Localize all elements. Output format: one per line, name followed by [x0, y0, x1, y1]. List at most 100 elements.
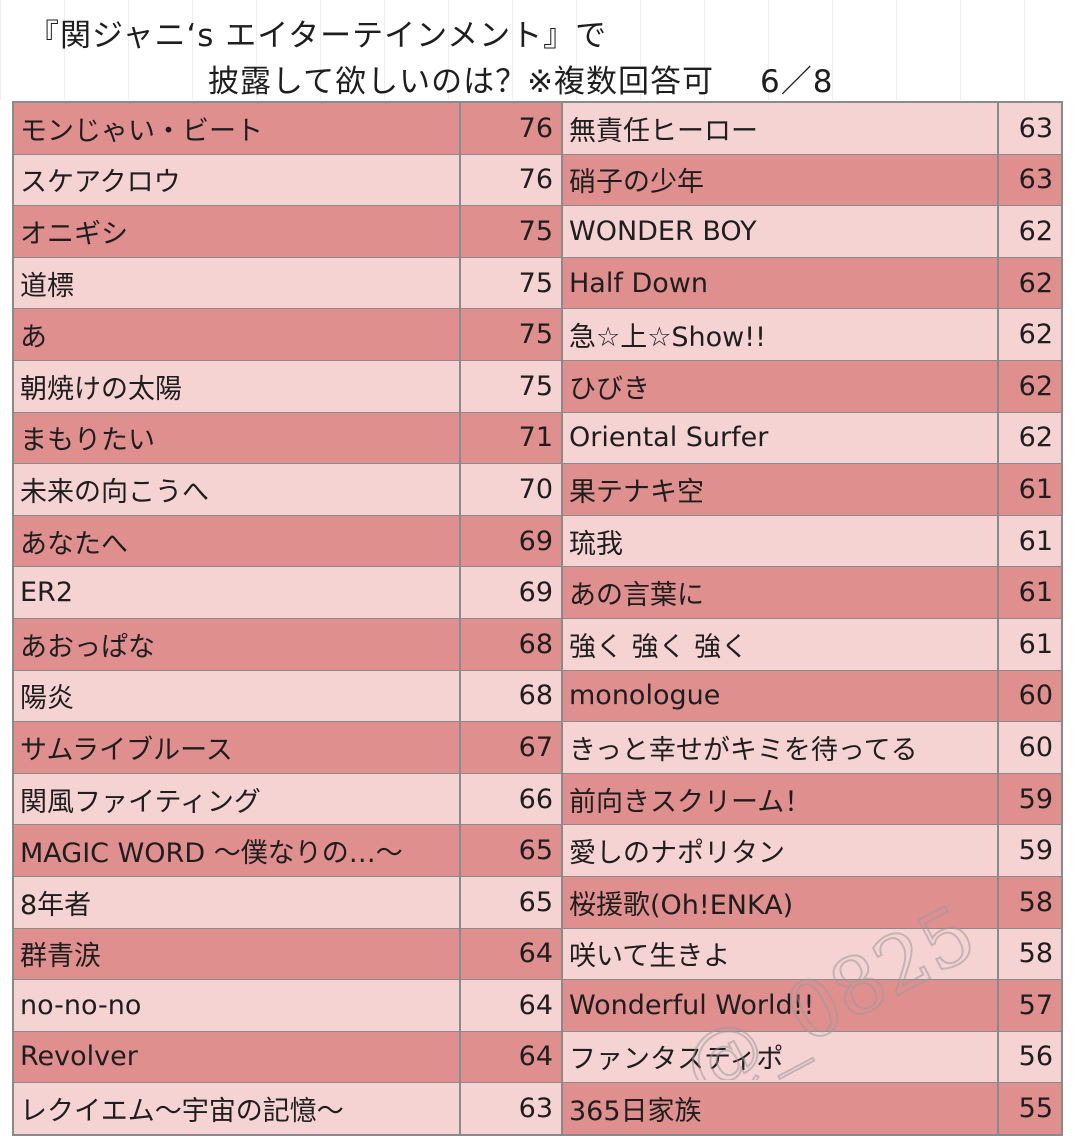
table-row: MAGIC WORD ～僕なりの…～ 65 — [14, 824, 561, 876]
vote-count: 69 — [459, 515, 561, 567]
song-title: 強く 強く 強く — [563, 618, 997, 670]
table-row: 果テナキ空 61 — [563, 463, 1061, 515]
vote-count: 66 — [459, 773, 561, 825]
song-title: Oriental Surfer — [563, 412, 997, 464]
table-row: Wonderful World!! 57 — [563, 979, 1061, 1031]
vote-count: 60 — [997, 722, 1061, 773]
table-row: あ 75 — [14, 308, 561, 360]
vote-count: 60 — [997, 670, 1061, 722]
vote-count: 75 — [459, 257, 561, 309]
table-row: ER2 69 — [14, 566, 561, 618]
vote-count: 59 — [997, 825, 1061, 876]
title-question: 披露して欲しいのは？※複数回答可 — [208, 64, 715, 100]
vote-count: 65 — [459, 876, 561, 928]
song-title: あ — [14, 309, 459, 360]
table-row: きっと幸せがキミを待ってる 60 — [563, 721, 1061, 773]
song-title: 前向きスクリーム！ — [563, 773, 997, 825]
song-title: あおっぱな — [14, 618, 459, 670]
table-row: no-no-no 64 — [14, 979, 561, 1031]
table-row: 陽炎 68 — [14, 669, 561, 722]
vote-count: 56 — [997, 1031, 1061, 1083]
table-row: 琉我 61 — [563, 514, 1061, 567]
table-row: モンじゃい・ビート 76 — [14, 103, 561, 154]
vote-count: 67 — [459, 722, 561, 773]
vote-count: 64 — [459, 980, 561, 1031]
vote-count: 76 — [459, 154, 561, 206]
title-line-2: 披露して欲しいのは？※複数回答可 6／8 — [208, 56, 834, 101]
table-row: あの言葉に 61 — [563, 566, 1061, 618]
song-title: 陽炎 — [14, 670, 459, 722]
vote-count: 62 — [997, 257, 1061, 309]
table-row: 未来の向こうへ 70 — [14, 463, 561, 515]
table-row: 前向きスクリーム！ 59 — [563, 772, 1061, 825]
song-title: オニギシ — [14, 206, 459, 257]
table-row: Half Down 62 — [563, 256, 1061, 309]
vote-count: 62 — [997, 412, 1061, 464]
vote-count: 61 — [997, 567, 1061, 618]
song-title: スケアクロウ — [14, 154, 459, 206]
vote-count: 76 — [459, 103, 561, 154]
song-title: Half Down — [563, 257, 997, 309]
table-row: 群青涙 64 — [14, 927, 561, 980]
page-indicator: 6／8 — [760, 64, 834, 100]
song-title: 急☆上☆Show!! — [563, 309, 997, 360]
table-row: 咲いて生きよ 58 — [563, 927, 1061, 980]
song-title: 琉我 — [563, 515, 997, 567]
song-title: まもりたい — [14, 412, 459, 464]
vote-count: 68 — [459, 618, 561, 670]
song-title: 咲いて生きよ — [563, 928, 997, 980]
song-title: 愛しのナポリタン — [563, 825, 997, 876]
vote-count: 62 — [997, 309, 1061, 360]
song-title: 道標 — [14, 257, 459, 309]
vote-count: 61 — [997, 464, 1061, 515]
table-row: 道標 75 — [14, 256, 561, 309]
table-row: 強く 強く 強く 61 — [563, 617, 1061, 670]
song-title: no-no-no — [14, 980, 459, 1031]
song-title: あなたへ — [14, 515, 459, 567]
page-title: 『関ジャニ‘s エイターテインメント』で 披露して欲しいのは？※複数回答可 6／8 — [0, 0, 1075, 100]
vote-count: 75 — [459, 360, 561, 412]
vote-count: 70 — [459, 464, 561, 515]
table-row: まもりたい 71 — [14, 411, 561, 464]
table-row: 8年者 65 — [14, 875, 561, 928]
table-row: Revolver 64 — [14, 1030, 561, 1083]
song-title: 硝子の少年 — [563, 154, 997, 206]
table-row: サムライブルース 67 — [14, 721, 561, 773]
song-title: 365日家族 — [563, 1083, 997, 1134]
table-row: オニギシ 75 — [14, 205, 561, 257]
song-title: ひびき — [563, 360, 997, 412]
song-title: あの言葉に — [563, 567, 997, 618]
table-row: スケアクロウ 76 — [14, 153, 561, 206]
table-row: 愛しのナポリタン 59 — [563, 824, 1061, 876]
vote-count: 75 — [459, 309, 561, 360]
song-title: WONDER BOY — [563, 206, 997, 257]
vote-count: 75 — [459, 206, 561, 257]
vote-count: 58 — [997, 876, 1061, 928]
ranking-column-left: モンじゃい・ビート 76 スケアクロウ 76 オニギシ 75 道標 75 あ 75 朝焼けの太陽 75… — [14, 103, 561, 1134]
vote-count: 68 — [459, 670, 561, 722]
vote-count: 62 — [997, 360, 1061, 412]
spreadsheet-gridlines — [0, 0, 1075, 100]
table-row: 朝焼けの太陽 75 — [14, 359, 561, 412]
song-title: 群青涙 — [14, 928, 459, 980]
table-row: 無責任ヒーロー 63 — [563, 103, 1061, 154]
table-row: WONDER BOY 62 — [563, 205, 1061, 257]
song-title: ファンタスティポ — [563, 1031, 997, 1083]
vote-count: 62 — [997, 206, 1061, 257]
vote-count: 59 — [997, 773, 1061, 825]
table-row: monologue 60 — [563, 669, 1061, 722]
table-row: 365日家族 55 — [563, 1082, 1061, 1134]
table-row: 硝子の少年 63 — [563, 153, 1061, 206]
song-title: Wonderful World!! — [563, 980, 997, 1031]
vote-count: 64 — [459, 928, 561, 980]
table-row: 急☆上☆Show!! 62 — [563, 308, 1061, 360]
song-title: 8年者 — [14, 876, 459, 928]
song-title: 未来の向こうへ — [14, 464, 459, 515]
song-title: monologue — [563, 670, 997, 722]
table-row: ファンタスティポ 56 — [563, 1030, 1061, 1083]
vote-count: 63 — [459, 1083, 561, 1134]
song-title: 関風ファイティング — [14, 773, 459, 825]
song-title: 果テナキ空 — [563, 464, 997, 515]
vote-count: 69 — [459, 567, 561, 618]
table-row: レクイエム～宇宙の記憶～ 63 — [14, 1082, 561, 1134]
